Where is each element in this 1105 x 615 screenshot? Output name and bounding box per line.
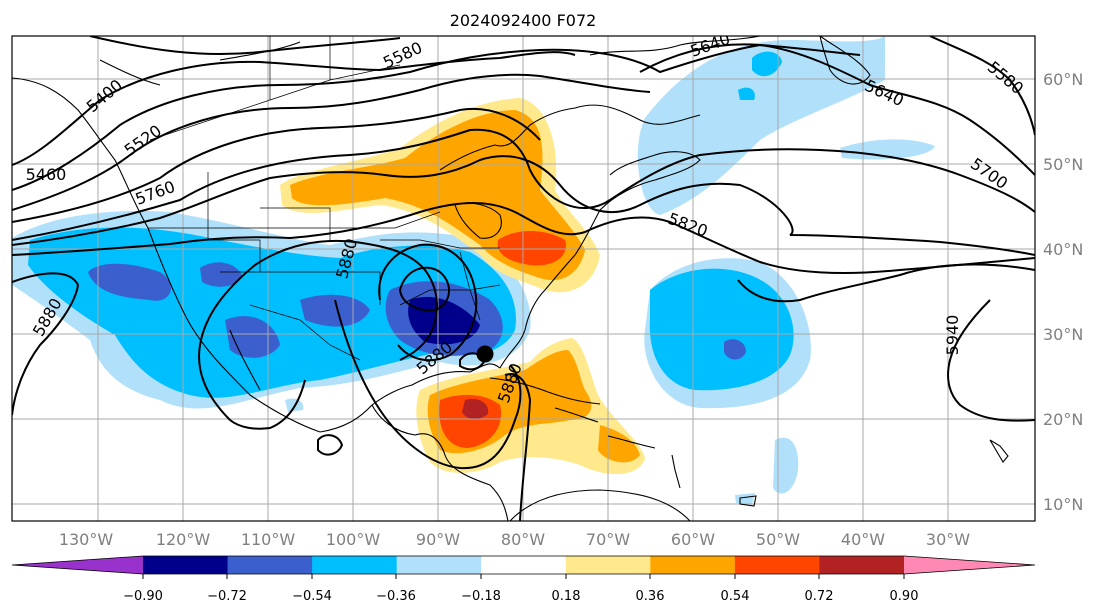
map-panel: 5400 5580 5640 5580 5520 5460 5640 5760 … [11,35,1036,522]
contour-5820 [12,202,1035,275]
contour-5940-east [947,299,1035,422]
contour-5880-main [198,239,438,421]
lat-tick-label: 10°N [1043,495,1083,514]
lon-tick-label: 40°W [841,530,885,549]
colorbar-segment [481,556,567,574]
lon-tick-label: 70°W [586,530,630,549]
colorbar-segment [396,556,482,574]
contour-5520 [12,43,861,191]
colorbar-label: 0.36 [636,589,665,604]
map-frame [11,35,1036,522]
lon-tick-label: 110°W [241,530,296,549]
contour-5640 [12,108,541,223]
colorbar: −0.90 −0.72 −0.54 −0.36 −0.18 0.18 0.36 … [11,555,1036,604]
colorbar-extend-min [12,556,143,574]
lat-tick-label: 30°N [1043,325,1083,344]
colorbar-label: −0.90 [123,589,163,604]
colorbar-label: 0.54 [721,589,750,604]
storm-center-marker [476,345,494,363]
colorbar-label: −0.18 [461,589,501,604]
contour-5880-inner [398,266,450,312]
anomaly-shading-darkred [462,398,489,420]
contour-label: 5940 [943,315,962,356]
contour-5580-east [929,36,1035,136]
colorbar-segment [650,556,736,574]
lat-tick-label: 40°N [1043,240,1083,259]
lon-tick-label: 100°W [326,530,381,549]
colorbar-segment [819,556,905,574]
contour-5880-sw [12,272,80,416]
colorbar-segment [565,556,651,574]
colorbar-segments [12,556,1035,574]
colorbar-segment [227,556,313,574]
lon-tick-labels: 130°W 120°W 110°W 100°W 90°W 80°W 70°W 6… [59,530,970,549]
contour-5940 [737,263,1035,303]
lon-tick-label: 120°W [156,530,211,549]
colorbar-segment [734,556,820,574]
contour-5880-isle [317,434,344,456]
colorbar-extend-max [904,556,1035,574]
contour-5880-islands [504,373,532,521]
lat-tick-label: 60°N [1043,70,1083,89]
contour-5400 [89,36,401,56]
colorbar-label: 0.90 [890,589,919,604]
contour-5880-south [334,299,522,470]
lat-tick-labels: 10°N 20°N 30°N 40°N 50°N 60°N [1043,70,1083,514]
colorbar-label: −0.36 [376,589,416,604]
height-contours [12,36,1035,521]
lon-tick-label: 80°W [501,530,545,549]
colorbar-label: −0.54 [292,589,332,604]
colorbar-label: 0.72 [805,589,834,604]
anomaly-shading-navy [408,296,480,345]
lon-tick-label: 90°W [416,530,460,549]
colorbar-labels: −0.90 −0.72 −0.54 −0.36 −0.18 0.18 0.36 … [123,589,918,604]
colorbar-label: 0.18 [552,589,581,604]
contour-5700 [12,128,1035,241]
contour-5880-west [229,379,306,430]
lat-tick-label: 20°N [1043,410,1083,429]
contour-5880-loop [378,243,478,362]
contour-5580 [12,73,651,211]
colorbar-ticks [142,574,905,579]
lon-tick-label: 50°W [756,530,800,549]
contour-5760 [12,155,1035,256]
lon-tick-label: 130°W [59,530,114,549]
colorbar-label: −0.72 [207,589,247,604]
contour-5460 [12,51,576,166]
colorbar-segment [143,556,229,574]
colorbar-segment [312,556,398,574]
lon-tick-label: 60°W [671,530,715,549]
map-title: 2024092400 F072 [450,11,597,30]
contour-label: 5460 [26,165,67,184]
lon-tick-label: 30°W [926,530,970,549]
lat-tick-label: 50°N [1043,155,1083,174]
contour-5640-east [639,43,1035,176]
